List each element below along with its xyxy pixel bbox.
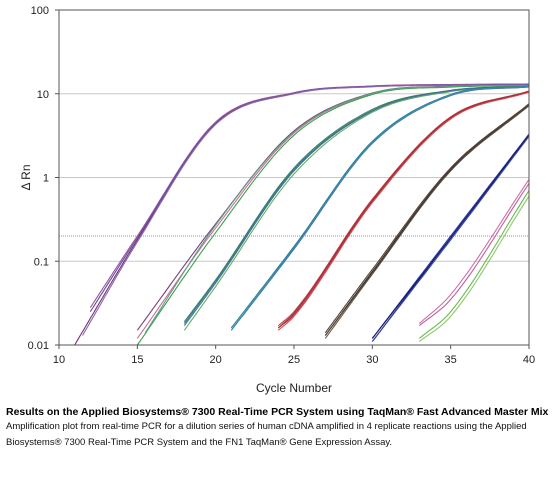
amplification-curve-29	[418, 179, 530, 325]
amplification-curve-32	[418, 195, 530, 342]
amplification-curve-28	[371, 134, 530, 339]
y-tick-label: 10	[37, 89, 49, 101]
amplification-curve-16	[230, 86, 530, 331]
figure-caption: Results on the Applied Biosystems® 7300 …	[6, 405, 550, 451]
grid-lines	[59, 9, 529, 346]
amplification-curve-27	[371, 135, 530, 342]
amplification-plot: 10 15 20 25 30 35 40 0.01 0.1 1 10 100 Cycle Numbe…	[19, 5, 535, 395]
series-lines	[74, 83, 530, 346]
amplification-curve-20	[277, 90, 530, 329]
x-tick-label: 35	[445, 354, 457, 366]
amplification-curve-15	[230, 85, 530, 329]
x-tick-label: 25	[288, 354, 300, 366]
x-tick-label: 20	[210, 354, 222, 366]
x-tick-label: 40	[523, 354, 535, 366]
amplification-curve-11	[183, 86, 530, 331]
amplification-curve-13	[230, 85, 530, 329]
amplification-curve-31	[418, 190, 530, 339]
y-axis-label: Δ Rn	[19, 164, 33, 190]
amplification-curve-30	[418, 183, 530, 327]
amplification-curve-2	[89, 83, 530, 308]
y-tick-label: 1	[43, 173, 49, 185]
caption-body: Amplification plot from real-time PCR fo…	[6, 421, 527, 448]
amplification-curve-4	[82, 84, 529, 336]
y-tick-label: 0.01	[28, 340, 49, 352]
amplification-curve-22	[324, 103, 530, 334]
x-tick-label: 30	[366, 354, 378, 366]
amplification-curve-8	[144, 85, 530, 334]
amplification-curve-24	[324, 104, 530, 336]
y-tick-label: 100	[31, 5, 49, 17]
y-axis-ticks: 0.01 0.1 1 10 100	[28, 5, 59, 352]
amplification-curve-17	[277, 90, 530, 327]
x-tick-label: 10	[53, 354, 65, 366]
amplification-curve-19	[277, 91, 530, 331]
caption-title: Results on the Applied Biosystems® 7300 …	[6, 406, 549, 418]
amplification-curve-14	[230, 85, 530, 331]
amplification-curve-21	[324, 104, 530, 336]
x-axis-label: Cycle Number	[256, 381, 332, 395]
y-tick-label: 0.1	[34, 256, 49, 268]
amplification-curve-5	[136, 84, 530, 331]
amplification-curve-12	[183, 85, 530, 324]
x-axis-ticks: 10 15 20 25 30 35 40	[53, 345, 535, 366]
amplification-curve-18	[277, 91, 530, 329]
x-tick-label: 15	[131, 354, 143, 366]
